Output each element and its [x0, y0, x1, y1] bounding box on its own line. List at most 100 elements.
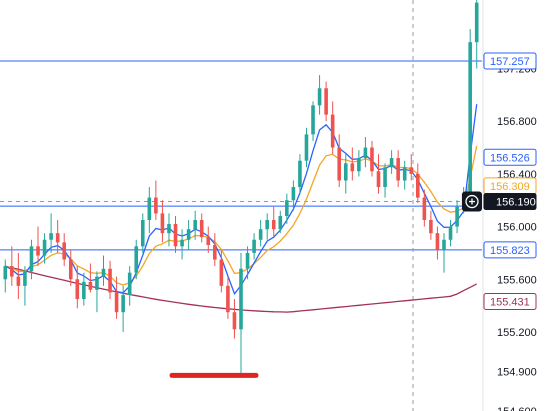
candle-body	[317, 88, 322, 106]
candle-body	[55, 233, 60, 243]
y-tick-label: 156.000	[497, 222, 537, 234]
candle-body	[193, 219, 197, 230]
price-label-box	[483, 148, 537, 166]
candle-body	[49, 233, 53, 240]
candle-body	[468, 42, 472, 194]
candle-body	[448, 226, 453, 240]
candle-body	[271, 219, 276, 230]
candle-body	[245, 252, 250, 269]
candle-body	[88, 281, 93, 290]
candle-body	[278, 216, 283, 230]
candle-body	[298, 160, 302, 188]
candle-body	[127, 272, 132, 296]
candle-body	[199, 219, 204, 238]
price-label-box	[483, 52, 537, 70]
candle-body	[114, 292, 119, 313]
candle-body	[415, 173, 420, 198]
price-label: 156.190	[483, 193, 537, 211]
candle-body	[383, 167, 387, 188]
price-label: 157.257	[483, 52, 537, 70]
candle-body	[147, 197, 152, 220]
candle-body	[62, 242, 67, 260]
candle-body	[16, 276, 21, 286]
candle-body	[36, 246, 40, 256]
y-tick-label: 155.200	[497, 327, 537, 339]
candle-body	[213, 245, 217, 260]
candle-body	[363, 147, 368, 159]
candle-body	[409, 167, 414, 174]
candle-body	[108, 268, 112, 293]
y-tick-label: 156.800	[497, 116, 537, 128]
candle-body	[376, 171, 381, 188]
price-label: 155.431	[483, 293, 537, 311]
candle-body	[232, 312, 237, 330]
candle-body	[350, 163, 355, 172]
horizontal-lines	[0, 60, 482, 251]
price-label-box	[483, 293, 537, 311]
candle-body	[226, 285, 230, 313]
candle-body	[82, 281, 86, 300]
candle-body	[167, 223, 171, 234]
candle-body	[3, 266, 8, 280]
candle-body	[324, 88, 328, 115]
price-label-text: 155.823	[490, 245, 530, 257]
candle-body	[160, 213, 165, 234]
candle-body	[140, 219, 145, 247]
candle-body	[389, 158, 394, 168]
candle-body	[239, 268, 243, 330]
candle-body	[455, 206, 459, 227]
candle-body	[343, 163, 348, 181]
candle-body	[252, 239, 256, 253]
candle-body	[186, 229, 191, 240]
candle-body	[422, 197, 427, 220]
candle-body	[304, 134, 309, 161]
candle-body	[180, 239, 184, 247]
price-label: 156.309	[483, 177, 537, 195]
candle-body	[265, 219, 269, 230]
candle-body	[68, 259, 73, 280]
candle-body	[429, 219, 433, 234]
plus-circle-icon	[465, 194, 479, 209]
price-label-box	[483, 193, 537, 211]
y-tick-label: 154.600	[497, 406, 537, 411]
candle-body	[173, 223, 178, 247]
price-labels: 157.257 156.526 156.309 156.190 155.823 155.4…	[483, 52, 537, 311]
candle-body	[396, 158, 400, 181]
candle-body	[291, 187, 296, 201]
candle-body	[370, 147, 374, 172]
candle-body	[23, 271, 27, 286]
candlesticks	[3, 0, 479, 375]
candle-body	[258, 229, 263, 240]
price-label-text: 156.190	[496, 197, 536, 209]
y-tick-label: 154.900	[497, 366, 537, 378]
candle-body	[474, 2, 479, 43]
candle-body	[206, 237, 211, 246]
candle-body	[442, 239, 446, 251]
candle-body	[285, 200, 289, 217]
candle-body	[330, 114, 335, 148]
candle-body	[10, 266, 14, 277]
candle-body	[29, 246, 34, 272]
candle-body	[42, 239, 47, 256]
add-alert-button[interactable]	[462, 191, 482, 212]
candle-body	[95, 276, 99, 290]
price-label: 155.823	[483, 241, 537, 259]
price-label-text: 156.526	[490, 152, 530, 164]
candle-body	[134, 246, 139, 273]
candle-body	[101, 268, 106, 277]
candle-body	[435, 233, 440, 251]
price-label: 156.526	[483, 148, 537, 166]
candle-body	[75, 279, 80, 300]
price-label-text: 155.431	[490, 297, 530, 309]
price-label-box	[483, 241, 537, 259]
candle-body	[402, 167, 407, 181]
candle-body	[121, 295, 125, 313]
candle-body	[337, 147, 342, 181]
price-label-text: 157.257	[490, 56, 530, 68]
y-tick-label: 155.600	[497, 274, 537, 286]
candle-body	[154, 197, 158, 214]
candle-body	[357, 158, 361, 172]
candle-body	[311, 105, 315, 135]
